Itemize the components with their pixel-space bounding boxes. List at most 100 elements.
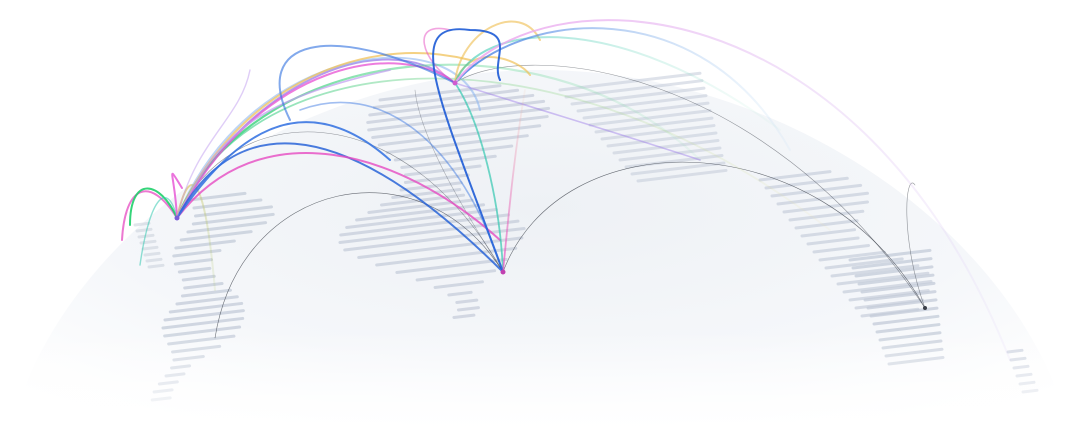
land-dash	[582, 101, 710, 120]
connection-arc	[176, 62, 456, 219]
connection-arc	[454, 82, 504, 273]
land-dash	[794, 219, 859, 230]
land-dash	[800, 228, 857, 238]
land-dash	[399, 181, 463, 192]
land-dash	[368, 93, 535, 117]
hub-points	[174, 80, 927, 310]
connection-arc	[454, 20, 541, 84]
connection-arc	[139, 197, 178, 266]
land-dash	[860, 281, 936, 294]
land-dash	[564, 79, 704, 99]
land-dash	[161, 316, 245, 330]
connection-arc	[176, 151, 501, 241]
hub-center	[500, 269, 506, 275]
land-dash	[612, 139, 720, 155]
land-dash	[188, 191, 247, 202]
land-dash	[143, 251, 161, 257]
land-dash	[872, 314, 940, 326]
land-dash	[842, 280, 933, 294]
connection-arc	[432, 28, 504, 273]
land-dash	[764, 176, 849, 190]
land-dash	[181, 274, 216, 282]
land-dash	[600, 124, 716, 141]
land-dash	[452, 313, 476, 319]
land-dash	[163, 309, 245, 322]
hub-left	[174, 215, 180, 221]
land-dash	[177, 266, 212, 274]
land-dash	[137, 233, 155, 239]
land-dash	[375, 246, 518, 267]
land-dash	[377, 124, 542, 147]
land-dash	[345, 208, 498, 229]
connection-arc	[454, 36, 781, 131]
land-dash	[135, 227, 153, 233]
land-dash	[782, 200, 870, 214]
land-dash	[400, 154, 497, 169]
land-dash	[576, 94, 708, 113]
land-dash	[806, 236, 860, 246]
land-dash	[830, 264, 920, 278]
land-dash	[174, 239, 236, 250]
connection-arc	[121, 190, 178, 241]
land-dash	[863, 290, 937, 302]
land-dash	[588, 109, 712, 127]
land-dash	[415, 269, 497, 282]
land-dash	[193, 205, 274, 218]
land-dash	[175, 295, 239, 306]
land-dash	[404, 164, 482, 177]
land-dash	[380, 193, 466, 207]
land-dash	[618, 146, 722, 162]
connection-arc	[176, 121, 391, 219]
connection-arc	[454, 19, 1011, 361]
land-dash	[147, 263, 165, 269]
land-dash	[854, 265, 934, 278]
connection-arc	[214, 192, 504, 339]
land-dash	[456, 306, 480, 312]
connection-arc	[176, 69, 251, 219]
connection-arc	[414, 89, 504, 273]
land-dash	[355, 203, 486, 222]
connection-arc	[176, 142, 504, 273]
land-dash	[173, 258, 213, 266]
land-dash	[367, 106, 551, 132]
land-dash	[339, 213, 510, 237]
connection-arc	[278, 44, 456, 121]
land-dash	[636, 168, 728, 183]
land-dash	[395, 257, 508, 274]
land-dash	[141, 245, 159, 251]
land-dash	[172, 248, 222, 258]
land-dash	[758, 170, 832, 182]
land-dash	[343, 226, 526, 252]
connection-arc	[171, 173, 183, 219]
land-dash	[372, 88, 520, 109]
land-dash	[570, 86, 706, 106]
land-dash	[447, 290, 473, 297]
land-dash	[183, 282, 224, 290]
land-dash	[812, 243, 871, 254]
land-dash	[594, 116, 714, 134]
connection-arc	[129, 187, 178, 226]
land-dash	[848, 248, 932, 262]
hub-center-top	[452, 80, 458, 86]
land-dash	[770, 183, 863, 198]
hub-right	[923, 306, 927, 310]
land-dash	[866, 298, 938, 310]
land-dash	[393, 144, 514, 162]
bottom-fade	[0, 330, 1080, 433]
land-dash	[371, 115, 549, 139]
land-dash	[366, 99, 546, 124]
land-dash	[391, 187, 462, 199]
connection-arc	[423, 27, 456, 84]
land-dash	[818, 250, 886, 262]
land-dash	[180, 288, 232, 298]
connection-arc	[299, 101, 504, 273]
land-dash	[836, 271, 930, 286]
connection-arc	[176, 69, 391, 219]
connection-arcs	[121, 19, 1011, 361]
land-dash	[824, 257, 904, 270]
land-dash	[385, 134, 529, 154]
land-dash	[851, 257, 933, 270]
land-dash	[367, 198, 474, 214]
connection-arc	[454, 27, 791, 151]
